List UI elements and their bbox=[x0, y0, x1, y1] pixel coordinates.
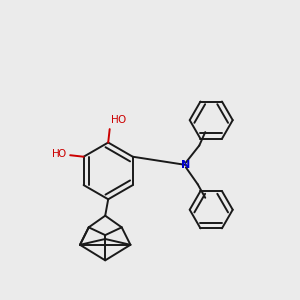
Text: N: N bbox=[181, 160, 190, 170]
Text: H: H bbox=[111, 115, 119, 124]
Text: H: H bbox=[52, 149, 60, 159]
Text: O: O bbox=[117, 115, 125, 124]
Text: O: O bbox=[58, 149, 66, 159]
